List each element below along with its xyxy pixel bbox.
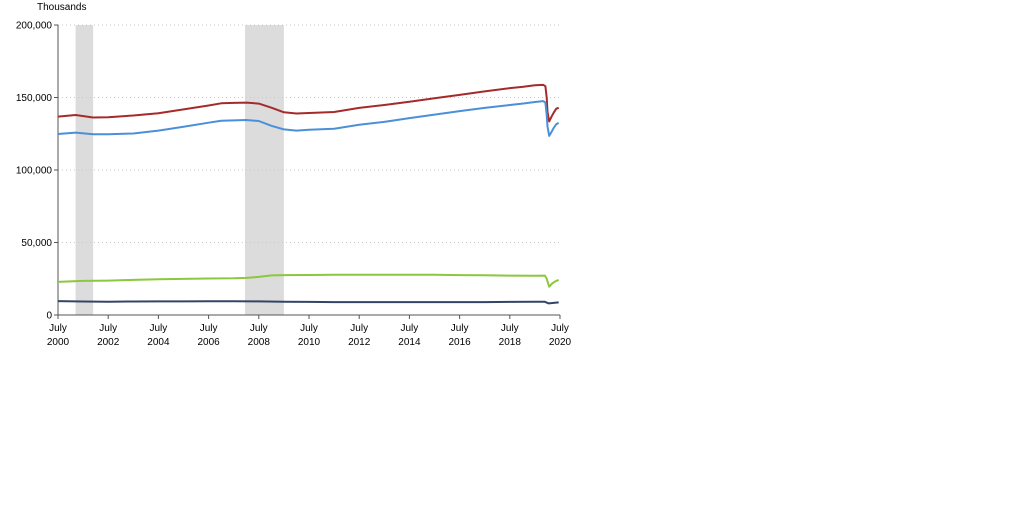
- recession-shading: [75, 25, 284, 315]
- recession-band-1: [75, 25, 94, 315]
- x-tick-month-4: July: [200, 323, 218, 334]
- x-tick-year-6: 2010: [298, 337, 321, 348]
- x-tick-year-7: 2012: [348, 337, 371, 348]
- x-tick-month-2: July: [99, 323, 117, 334]
- x-tick-month-6: July: [300, 323, 318, 334]
- x-tick-year-1: 2000: [47, 337, 70, 348]
- y-tick-label-1: 0: [46, 311, 52, 322]
- x-tick-year-3: 2004: [147, 337, 170, 348]
- y-tick-label-4: 150,000: [16, 93, 53, 104]
- x-tick-year-4: 2006: [197, 337, 220, 348]
- series-line-3: [57, 273, 560, 288]
- x-tick-month-5: July: [250, 323, 268, 334]
- series-line-2: [57, 100, 560, 137]
- x-tick-year-2: 2002: [97, 337, 120, 348]
- x-tick-labels: July 2000 July 2002 July 2004 July 2006 July 2008…: [47, 323, 572, 348]
- x-tick-year-11: 2020: [549, 337, 572, 348]
- x-tick-month-10: July: [501, 323, 519, 334]
- series-lines: [57, 83, 560, 305]
- x-tick-year-8: 2014: [398, 337, 421, 348]
- y-tick-label-2: 50,000: [21, 238, 52, 249]
- x-tick-month-3: July: [150, 323, 168, 334]
- series-line-4: [57, 300, 559, 305]
- series-line-1: [57, 83, 560, 123]
- x-tick-year-10: 2018: [499, 337, 522, 348]
- x-tick-year-5: 2008: [248, 337, 271, 348]
- y-axis-unit-label: Thousands: [37, 2, 86, 13]
- x-tick-month-1: July: [49, 323, 67, 334]
- y-tick-label-5: 200,000: [16, 21, 53, 32]
- x-tick-month-8: July: [401, 323, 419, 334]
- y-tick-labels: 0 50,000 100,000 150,000 200,000: [16, 21, 53, 322]
- recession-band-2: [244, 25, 284, 315]
- x-tick-year-9: 2016: [448, 337, 471, 348]
- y-tick-label-3: 100,000: [16, 166, 53, 177]
- x-tick-month-11: July: [551, 323, 569, 334]
- x-tick-month-7: July: [350, 323, 368, 334]
- axes: [54, 24, 561, 319]
- x-tick-month-9: July: [451, 323, 469, 334]
